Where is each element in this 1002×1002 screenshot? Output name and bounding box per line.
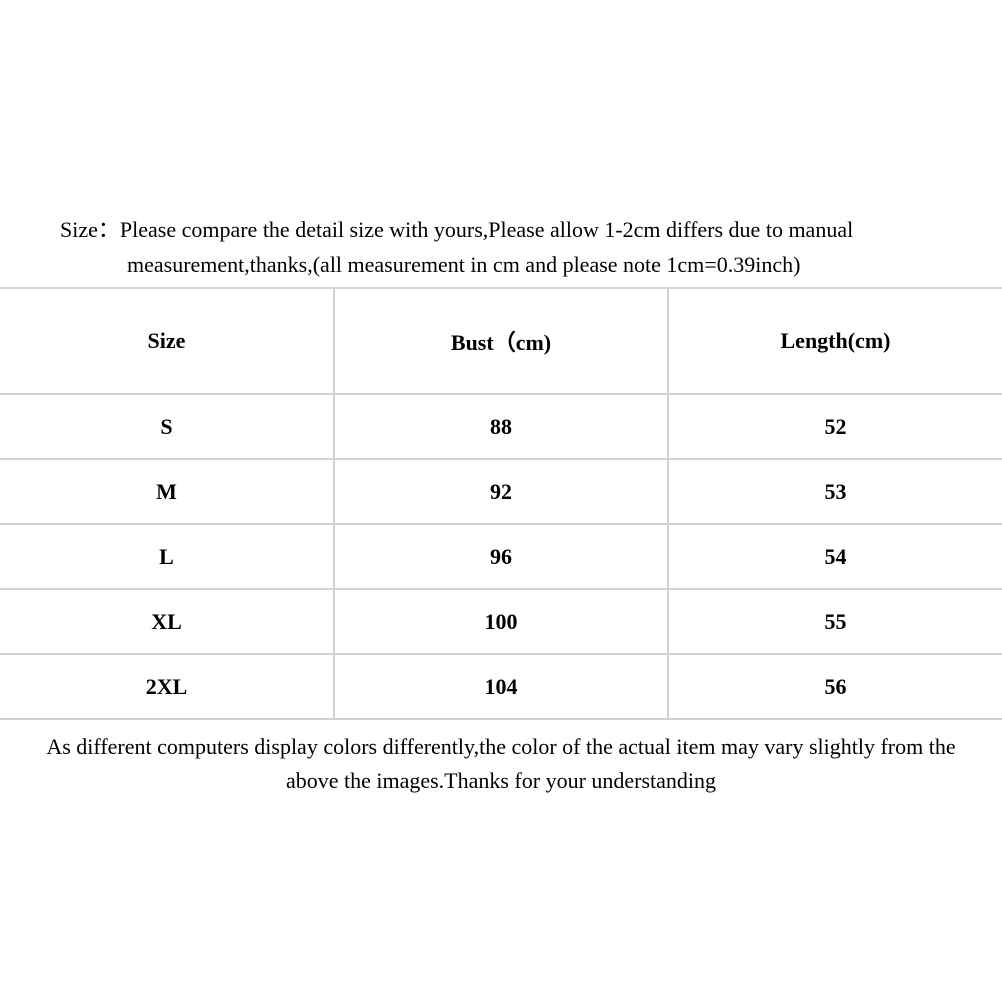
cell-size: M: [0, 458, 335, 525]
cell-bust: 96: [333, 523, 669, 590]
cell-bust: 88: [333, 393, 669, 460]
cell-size: L: [0, 523, 335, 590]
table-header-row: Size Bust（cm) Length(cm): [0, 287, 1002, 395]
disclaimer-line-2: above the images.Thanks for your underst…: [285, 768, 717, 793]
cell-bust: 100: [333, 588, 669, 655]
cell-length: 52: [667, 393, 1002, 460]
size-table: Size Bust（cm) Length(cm) S 88 52 M 92 53…: [0, 287, 1002, 720]
color-disclaimer: As different computers display colors di…: [0, 730, 1002, 798]
header-size: Size: [0, 287, 335, 395]
cell-length: 53: [667, 458, 1002, 525]
table-row: XL 100 55: [0, 588, 1002, 655]
disclaimer-line-1: As different computers display colors di…: [46, 734, 956, 759]
size-note-line-1: Size：Please compare the detail size with…: [60, 217, 854, 242]
cell-size: XL: [0, 588, 335, 655]
cell-length: 56: [667, 653, 1002, 720]
cell-size: S: [0, 393, 335, 460]
table-row: 2XL 104 56: [0, 653, 1002, 720]
table-row: S 88 52: [0, 393, 1002, 460]
cell-bust: 92: [333, 458, 669, 525]
cell-bust: 104: [333, 653, 669, 720]
header-length: Length(cm): [667, 287, 1002, 395]
cell-length: 55: [667, 588, 1002, 655]
table-row: L 96 54: [0, 523, 1002, 590]
cell-length: 54: [667, 523, 1002, 590]
cell-size: 2XL: [0, 653, 335, 720]
table-row: M 92 53: [0, 458, 1002, 525]
size-note-line-2: measurement,thanks,(all measurement in c…: [127, 252, 801, 277]
header-bust: Bust（cm): [333, 287, 669, 395]
